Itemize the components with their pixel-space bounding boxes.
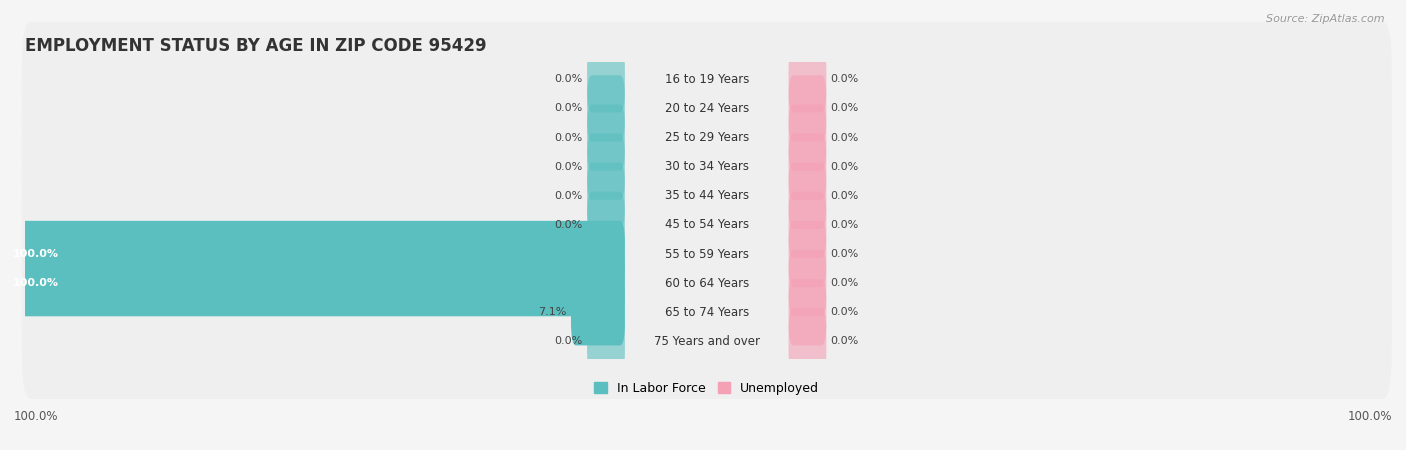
FancyBboxPatch shape xyxy=(789,75,827,142)
Text: 35 to 44 Years: 35 to 44 Years xyxy=(665,189,749,202)
FancyBboxPatch shape xyxy=(22,109,1392,224)
Text: 0.0%: 0.0% xyxy=(831,191,859,201)
FancyBboxPatch shape xyxy=(789,192,827,258)
Text: 0.0%: 0.0% xyxy=(554,74,582,84)
FancyBboxPatch shape xyxy=(22,138,1392,253)
FancyBboxPatch shape xyxy=(571,279,624,346)
Text: 0.0%: 0.0% xyxy=(831,74,859,84)
Text: 100.0%: 100.0% xyxy=(13,278,59,288)
FancyBboxPatch shape xyxy=(789,250,827,316)
Text: 0.0%: 0.0% xyxy=(554,162,582,172)
FancyBboxPatch shape xyxy=(22,284,1392,399)
Text: 55 to 59 Years: 55 to 59 Years xyxy=(665,248,749,261)
Text: 16 to 19 Years: 16 to 19 Years xyxy=(665,73,749,86)
Text: 7.1%: 7.1% xyxy=(538,307,567,317)
Text: 30 to 34 Years: 30 to 34 Years xyxy=(665,160,749,173)
Text: 60 to 64 Years: 60 to 64 Years xyxy=(665,277,749,290)
Legend: In Labor Force, Unemployed: In Labor Force, Unemployed xyxy=(589,377,824,400)
Text: 45 to 54 Years: 45 to 54 Years xyxy=(665,218,749,231)
FancyBboxPatch shape xyxy=(588,134,624,200)
Text: Source: ZipAtlas.com: Source: ZipAtlas.com xyxy=(1267,14,1385,23)
Text: 0.0%: 0.0% xyxy=(831,220,859,230)
FancyBboxPatch shape xyxy=(0,221,624,287)
Text: 100.0%: 100.0% xyxy=(14,410,59,423)
Text: 0.0%: 0.0% xyxy=(831,249,859,259)
Text: 20 to 24 Years: 20 to 24 Years xyxy=(665,102,749,115)
FancyBboxPatch shape xyxy=(789,104,827,171)
FancyBboxPatch shape xyxy=(22,225,1392,341)
Text: 100.0%: 100.0% xyxy=(1347,410,1392,423)
FancyBboxPatch shape xyxy=(22,255,1392,370)
FancyBboxPatch shape xyxy=(588,162,624,229)
Text: 0.0%: 0.0% xyxy=(831,307,859,317)
FancyBboxPatch shape xyxy=(789,46,827,112)
Text: 0.0%: 0.0% xyxy=(554,104,582,113)
Text: 0.0%: 0.0% xyxy=(554,191,582,201)
FancyBboxPatch shape xyxy=(588,192,624,258)
FancyBboxPatch shape xyxy=(588,104,624,171)
Text: 0.0%: 0.0% xyxy=(554,133,582,143)
Text: 75 Years and over: 75 Years and over xyxy=(654,335,759,348)
Text: 25 to 29 Years: 25 to 29 Years xyxy=(665,131,749,144)
Text: 0.0%: 0.0% xyxy=(831,336,859,346)
FancyBboxPatch shape xyxy=(789,221,827,287)
FancyBboxPatch shape xyxy=(588,75,624,142)
Text: 0.0%: 0.0% xyxy=(554,336,582,346)
FancyBboxPatch shape xyxy=(588,308,624,374)
Text: 0.0%: 0.0% xyxy=(554,220,582,230)
FancyBboxPatch shape xyxy=(22,22,1392,137)
Text: 100.0%: 100.0% xyxy=(13,249,59,259)
FancyBboxPatch shape xyxy=(789,162,827,229)
FancyBboxPatch shape xyxy=(789,134,827,200)
Text: 0.0%: 0.0% xyxy=(831,104,859,113)
Text: 0.0%: 0.0% xyxy=(831,133,859,143)
FancyBboxPatch shape xyxy=(22,80,1392,195)
Text: EMPLOYMENT STATUS BY AGE IN ZIP CODE 95429: EMPLOYMENT STATUS BY AGE IN ZIP CODE 954… xyxy=(25,37,486,55)
FancyBboxPatch shape xyxy=(22,51,1392,166)
FancyBboxPatch shape xyxy=(588,46,624,112)
Text: 0.0%: 0.0% xyxy=(831,278,859,288)
FancyBboxPatch shape xyxy=(789,279,827,346)
FancyBboxPatch shape xyxy=(0,250,624,316)
FancyBboxPatch shape xyxy=(22,167,1392,283)
FancyBboxPatch shape xyxy=(789,308,827,374)
FancyBboxPatch shape xyxy=(22,196,1392,312)
Text: 65 to 74 Years: 65 to 74 Years xyxy=(665,306,749,319)
Text: 0.0%: 0.0% xyxy=(831,162,859,172)
